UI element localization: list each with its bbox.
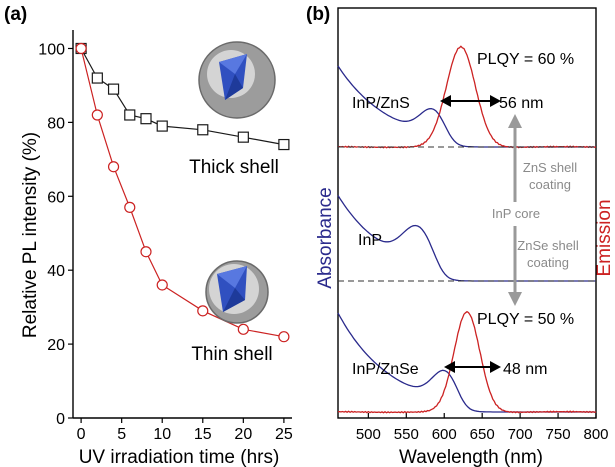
x-tick-label: 5 bbox=[117, 426, 126, 443]
y-tick-label: 80 bbox=[47, 115, 65, 132]
x-tick-label: 25 bbox=[275, 426, 293, 443]
y-tick-label: 20 bbox=[47, 337, 65, 354]
data-point bbox=[91, 72, 103, 84]
panel-a-x-axis-label: UV irradiation time (hrs) bbox=[79, 447, 280, 467]
x-tick-label: 15 bbox=[194, 426, 212, 443]
thin-shell-illustration bbox=[205, 260, 269, 324]
svg-text:Absorbance: Absorbance bbox=[315, 187, 336, 288]
x-tick-label: 700 bbox=[508, 426, 533, 443]
panel-b-left-y-label: Absorbance bbox=[315, 187, 336, 288]
panel-b: (b) Absorbance Emission Wavelength (nm) … bbox=[306, 4, 615, 467]
plqy-label-znse: PLQY = 50 % bbox=[477, 311, 574, 328]
fwhm-arrow-znse bbox=[444, 361, 501, 373]
x-tick-label: 750 bbox=[546, 426, 571, 443]
data-point bbox=[197, 305, 209, 317]
svg-text:Relative PL intensity (%): Relative PL intensity (%) bbox=[20, 132, 41, 338]
coating-arrows bbox=[508, 114, 522, 306]
x-tick-label: 800 bbox=[583, 426, 608, 443]
panel-b-x-axis-label: Wavelength (nm) bbox=[399, 447, 543, 467]
x-tick-label: 500 bbox=[356, 426, 381, 443]
legend-thick-shell: Thick shell bbox=[189, 157, 279, 178]
fwhm-label-znse: 48 nm bbox=[503, 361, 547, 378]
data-point bbox=[156, 279, 168, 291]
znse-shell-coating-label: ZnSe shell coating bbox=[517, 238, 579, 270]
data-point bbox=[237, 323, 249, 335]
data-point bbox=[278, 138, 290, 151]
y-tick-label: 100 bbox=[38, 41, 65, 58]
emission-curve-inp-znse bbox=[337, 310, 597, 414]
panel-a-y-axis-label: Relative PL intensity (%) bbox=[20, 132, 41, 338]
data-point bbox=[124, 201, 136, 213]
x-tick-label: 20 bbox=[234, 426, 252, 443]
data-point bbox=[237, 131, 249, 143]
data-point bbox=[156, 120, 168, 132]
x-tick-label: 10 bbox=[153, 426, 171, 443]
zns-shell-coating-label: ZnS shell coating bbox=[523, 160, 577, 192]
panel-a: (a) Relative PL intensity (%) UV irradia… bbox=[4, 4, 293, 467]
data-point bbox=[124, 109, 136, 121]
data-point bbox=[107, 161, 120, 173]
svg-text:Emission: Emission bbox=[594, 199, 615, 276]
x-tick-label: 650 bbox=[470, 426, 495, 443]
x-tick-label: 0 bbox=[77, 426, 86, 443]
fwhm-arrow-zns bbox=[440, 95, 501, 107]
data-point bbox=[91, 109, 103, 121]
panel-a-label: (a) bbox=[4, 4, 27, 25]
legend-thin-shell: Thin shell bbox=[191, 344, 272, 365]
sample-label-inp-znse: InP/ZnSe bbox=[352, 361, 419, 378]
inp-core-label: InP core bbox=[492, 206, 540, 221]
data-point bbox=[140, 246, 152, 258]
plqy-label-zns: PLQY = 60 % bbox=[477, 51, 574, 68]
data-point bbox=[107, 83, 120, 95]
fwhm-label-zns: 56 nm bbox=[499, 95, 543, 112]
y-tick-label: 40 bbox=[47, 263, 65, 280]
sample-label-inp-zns: InP/ZnS bbox=[352, 95, 410, 112]
y-tick-label: 60 bbox=[47, 189, 65, 206]
thick-shell-illustration bbox=[198, 41, 276, 119]
data-point bbox=[140, 113, 152, 125]
panel-b-label: (b) bbox=[306, 4, 330, 25]
panel-b-frame bbox=[337, 7, 597, 419]
x-tick-label: 550 bbox=[394, 426, 419, 443]
panel-b-right-y-label: Emission bbox=[594, 199, 615, 276]
x-tick-label: 600 bbox=[432, 426, 457, 443]
sample-label-inp: InP bbox=[358, 232, 382, 249]
y-tick-label: 0 bbox=[56, 411, 65, 428]
data-point bbox=[75, 42, 87, 55]
data-point bbox=[197, 124, 209, 136]
data-point bbox=[278, 331, 290, 343]
